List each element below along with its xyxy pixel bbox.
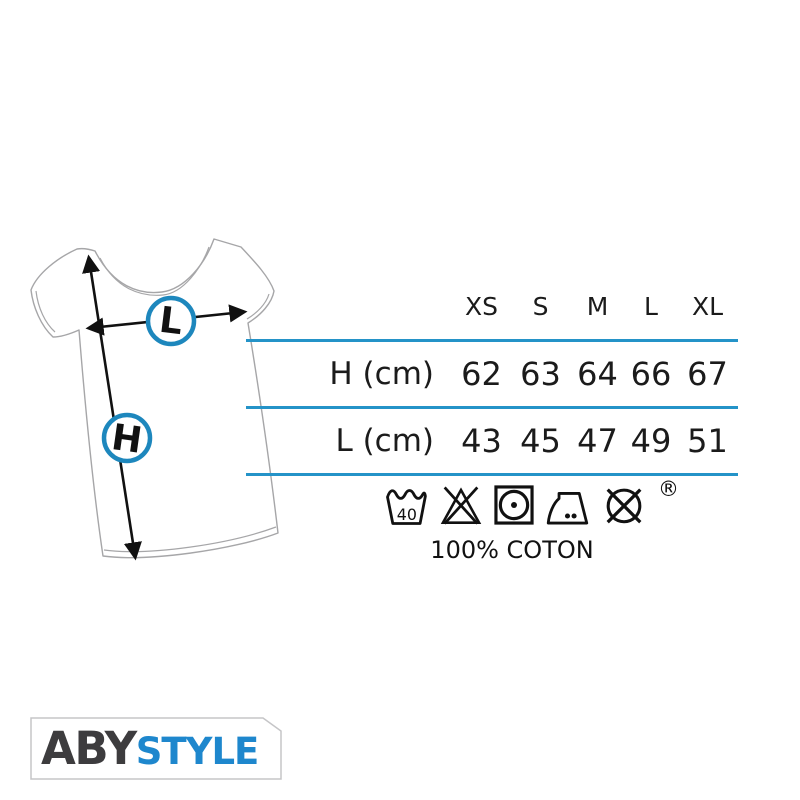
care-symbols-row: 40 ® — [382, 477, 679, 527]
height-label: H — [109, 417, 145, 462]
logo-wordmark: ABY STYLE — [30, 717, 282, 780]
fabric-composition-text: 100% COTON — [430, 536, 594, 564]
width-value-xl: 51 — [687, 422, 728, 460]
width-value-m: 47 — [577, 422, 618, 460]
width-label: L — [157, 300, 185, 343]
height-value-xs: 62 — [461, 355, 502, 393]
height-value-xl: 67 — [687, 355, 728, 393]
iron-medium-icon — [546, 492, 589, 525]
do-not-bleach-icon — [440, 486, 482, 525]
width-value-xs: 43 — [461, 422, 502, 460]
height-value-l: 66 — [630, 355, 672, 393]
col-header-xl: XL — [691, 292, 724, 321]
tshirt-outline-icon: L H — [30, 238, 279, 561]
abystyle-logo: ABY STYLE — [30, 717, 282, 780]
logo-text-style: STYLE — [135, 730, 260, 773]
table-row-width: L (cm) 43 45 47 49 51 — [246, 409, 738, 476]
height-value-s: 63 — [520, 355, 561, 393]
size-table-header-row: XS S M L XL — [246, 292, 738, 342]
width-value-s: 45 — [520, 422, 561, 460]
wash-temp-label: 40 — [397, 505, 417, 524]
wash-40-icon: 40 — [386, 489, 427, 525]
logo-text-aby: ABY — [41, 722, 137, 775]
row-label: L (cm) — [335, 423, 434, 459]
width-label-badge: L — [145, 295, 197, 347]
height-label-badge: H — [101, 412, 153, 464]
col-header-xs: XS — [465, 292, 498, 321]
col-header-s: S — [532, 292, 549, 321]
do-not-dryclean-icon — [606, 488, 642, 524]
col-header-m: M — [586, 292, 609, 321]
logo-plate-shape — [30, 717, 282, 780]
tshirt-measurement-diagram: L H — [15, 220, 285, 585]
registered-trademark-symbol: ® — [658, 477, 679, 501]
row-label: H (cm) — [329, 356, 434, 392]
col-header-l: L — [644, 292, 658, 321]
size-table: XS S M L XL H (cm) 62 63 64 66 67 L (cm)… — [246, 292, 738, 476]
tumble-dry-low-icon — [494, 485, 534, 525]
height-value-m: 64 — [577, 355, 618, 393]
width-value-l: 49 — [630, 422, 672, 460]
table-row-height: H (cm) 62 63 64 66 67 — [246, 342, 738, 409]
